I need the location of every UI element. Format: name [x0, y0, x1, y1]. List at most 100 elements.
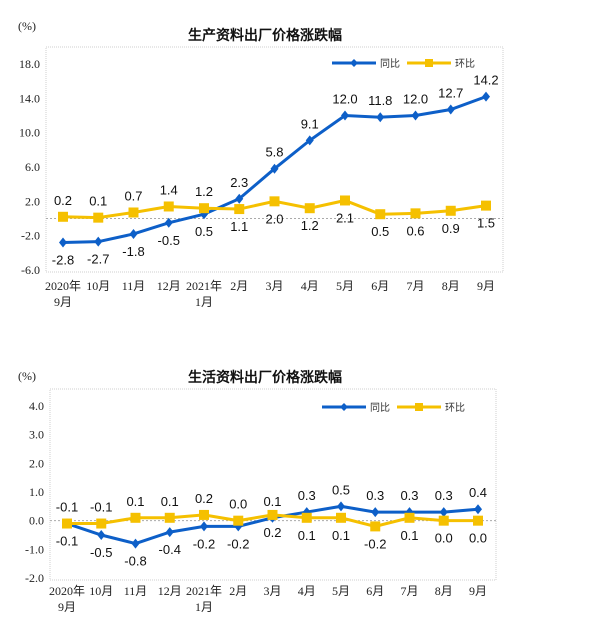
legend-marker — [415, 403, 423, 411]
data-label: -0.2 — [227, 536, 249, 551]
data-label: 0.1 — [126, 494, 144, 509]
data-point — [130, 512, 141, 523]
x-tick-label: 8月 — [442, 279, 460, 293]
x-tick-label: 10月 — [89, 584, 113, 598]
data-label: 0.2 — [54, 193, 72, 208]
data-point — [234, 204, 245, 215]
data-label: -0.2 — [193, 536, 215, 551]
data-point — [59, 237, 67, 248]
data-label: -1.8 — [122, 244, 144, 259]
x-tick-label: 1月 — [195, 295, 213, 309]
chart-title: 生活资料出厂价格涨跌幅 — [188, 369, 342, 386]
data-label: 0.0 — [435, 531, 453, 546]
data-point — [301, 512, 312, 523]
legend-marker — [350, 59, 358, 67]
data-label: 1.4 — [160, 182, 178, 197]
data-label: 0.1 — [89, 194, 107, 209]
data-point — [340, 195, 350, 206]
chart-consumer-goods: 生活资料出厂价格涨跌幅 (%) 4.0 3.0 2.0 1.0 0.0 -1.0 -2.0 202… — [18, 369, 497, 614]
data-point — [200, 521, 208, 532]
y-tick-label: 2.0 — [29, 456, 44, 470]
x-tick-label: 6月 — [366, 584, 384, 598]
data-label: 0.6 — [406, 223, 424, 238]
data-point — [337, 501, 345, 512]
data-label: -0.2 — [364, 536, 386, 551]
data-label: 0.1 — [400, 528, 418, 543]
data-label: 0.1 — [263, 494, 281, 509]
data-label: -0.1 — [56, 500, 78, 515]
data-point — [164, 512, 175, 523]
data-label: 5.8 — [265, 145, 283, 160]
data-label: 0.3 — [298, 488, 316, 503]
data-point — [270, 163, 279, 174]
data-label: -0.5 — [90, 545, 112, 560]
data-label: -0.5 — [158, 233, 180, 248]
data-label: -0.1 — [56, 534, 78, 549]
x-tick-label: 9月 — [477, 279, 495, 293]
x-tick-label: 4月 — [301, 279, 319, 293]
data-label: 0.2 — [195, 491, 213, 506]
data-label: 0.2 — [263, 525, 281, 540]
data-label: -0.1 — [90, 500, 112, 515]
x-tick-label: 10月 — [86, 279, 110, 293]
plot-area — [49, 388, 497, 581]
data-point — [336, 512, 346, 523]
data-point — [199, 203, 209, 214]
data-point — [62, 518, 72, 529]
data-label: 0.5 — [371, 224, 389, 239]
data-point — [58, 211, 68, 222]
data-point — [473, 515, 483, 526]
y-tick-label: -1.0 — [25, 542, 44, 556]
plot-area — [45, 46, 504, 273]
x-tick-label: 2020年 — [45, 279, 81, 293]
data-point — [97, 530, 106, 540]
data-label: 0.5 — [332, 482, 350, 497]
data-label: 9.1 — [301, 116, 319, 131]
data-point — [128, 207, 139, 218]
data-point — [129, 228, 138, 239]
data-point — [375, 209, 386, 220]
data-point — [445, 205, 456, 216]
x-tick-label: 7月 — [406, 279, 424, 293]
data-label: -0.8 — [124, 554, 146, 569]
data-label: 2.3 — [230, 175, 248, 190]
data-label: 12.0 — [403, 92, 428, 107]
data-label: 1.1 — [230, 219, 248, 234]
y-tick-label: 0.0 — [29, 514, 44, 528]
data-label: 2.0 — [265, 211, 283, 226]
y-tick-label: -2.0 — [25, 571, 44, 585]
y-tick-label: 2.0 — [25, 194, 40, 208]
chart-producer-goods: 生产资料出厂价格涨跌幅 (%) 18.0 14.0 10.0 6.0 2.0 -2.0 -6.0… — [18, 19, 504, 309]
data-label: 1.2 — [195, 184, 213, 199]
data-point — [376, 112, 385, 123]
y-tick-label: 10.0 — [19, 126, 40, 140]
data-point — [164, 217, 173, 228]
x-tick-label: 12月 — [157, 279, 181, 293]
data-point — [411, 110, 420, 121]
y-tick-label: 4.0 — [29, 399, 44, 413]
x-tick-label: 4月 — [298, 584, 316, 598]
x-tick-label: 12月 — [158, 584, 182, 598]
data-label: -2.7 — [87, 252, 109, 267]
x-tick-label: 11月 — [124, 584, 148, 598]
legend-label: 环比 — [445, 402, 465, 414]
data-point — [410, 208, 421, 219]
x-tick-label: 2月 — [230, 279, 248, 293]
data-label: 14.2 — [473, 73, 498, 88]
data-point — [370, 521, 381, 532]
data-label: 12.7 — [438, 85, 463, 100]
legend-marker — [340, 403, 348, 411]
y-tick-label: 1.0 — [29, 485, 44, 499]
data-point — [438, 515, 449, 526]
x-tick-label: 9月 — [58, 600, 76, 614]
data-label: 0.0 — [469, 531, 487, 546]
x-tick-label: 7月 — [400, 584, 418, 598]
data-point — [305, 135, 314, 146]
data-point — [96, 518, 107, 529]
data-point — [404, 512, 415, 523]
data-label: 12.0 — [332, 92, 357, 107]
data-label: 1.5 — [477, 216, 495, 231]
y-tick-label: 3.0 — [29, 428, 44, 442]
legend-marker — [425, 59, 433, 67]
